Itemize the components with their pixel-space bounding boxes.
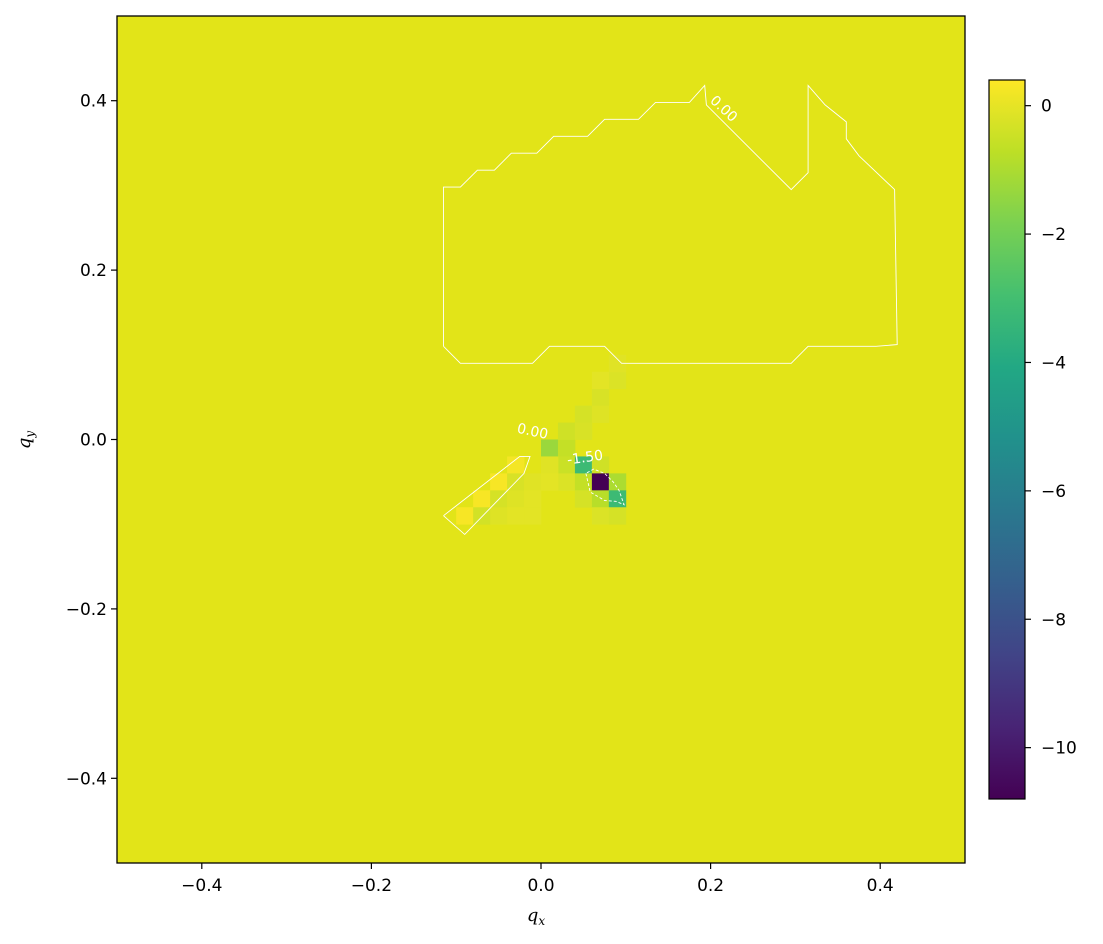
- heatmap-cell: [541, 456, 559, 474]
- x-axis-label-main: q: [527, 905, 539, 926]
- heatmap-cell: [574, 456, 593, 474]
- colorbar-frame: [988, 79, 1026, 800]
- contour-line: [443, 455, 531, 536]
- heatmap-cell: [490, 507, 508, 525]
- heatmap-cell: [591, 473, 610, 491]
- heatmap-cell: [524, 490, 542, 508]
- colorbar-tick-label: −6: [1041, 482, 1066, 502]
- contour-line: [443, 84, 898, 364]
- heatmap-cell: [524, 473, 542, 491]
- contour-label: -1.50: [566, 448, 604, 469]
- x-axis-label: qx: [527, 905, 546, 928]
- heatmap-cell: [557, 473, 576, 491]
- y-axis-label-sub: y: [23, 431, 37, 439]
- heatmap-cell: [608, 507, 627, 525]
- y-tick-label: −0.2: [66, 600, 107, 620]
- colorbar: 0 −2 −4 −6 −8 −10: [988, 79, 1077, 800]
- colorbar-tick-label: −8: [1041, 610, 1066, 630]
- colorbar-tick-label: −10: [1041, 739, 1077, 759]
- y-tick-label: 0.4: [80, 92, 107, 112]
- heatmap-cell: [591, 405, 610, 423]
- heatmap-cell: [591, 456, 610, 474]
- y-tick-label: 0.2: [80, 261, 107, 281]
- heatmap-cell: [574, 473, 593, 491]
- contour-label: 0.00: [516, 421, 550, 443]
- heatmap-cell: [507, 456, 525, 474]
- colorbar-tick-label: −2: [1041, 225, 1066, 245]
- colorbar-ticks: 0 −2 −4 −6 −8 −10: [1025, 97, 1077, 759]
- heatmap-cell: [574, 490, 593, 508]
- y-tick-label: 0.0: [80, 431, 107, 451]
- heatmap-cell: [591, 490, 610, 508]
- heatmap-cell: [490, 473, 508, 491]
- colorbar-tick-label: −4: [1041, 353, 1066, 373]
- heatmap-cell: [473, 490, 491, 508]
- heatmap-cell: [591, 371, 610, 390]
- heatmap-cell: [574, 405, 593, 423]
- heatmap-cell: [608, 473, 627, 491]
- heatmap-cell: [557, 439, 576, 457]
- x-tick-label: 0.0: [527, 876, 554, 896]
- colorbar-tick-label: 0: [1041, 97, 1052, 117]
- heatmap-cell: [591, 388, 610, 407]
- colorbar-fill: [989, 80, 1025, 799]
- heatmap-cell: [574, 422, 593, 440]
- contour-lines: [443, 84, 898, 536]
- heatmap-cell: [456, 507, 474, 525]
- heatmap-cell: [507, 490, 525, 508]
- heatmap-cell: [608, 354, 627, 373]
- heatmap-cell: [524, 507, 542, 525]
- heatmap-cell: [507, 507, 525, 525]
- x-tick-label: 0.2: [697, 876, 724, 896]
- y-tick-label: −0.4: [66, 769, 107, 789]
- heatmap-cell: [557, 456, 576, 474]
- y-axis-label: qy: [14, 431, 37, 450]
- heatmap-cell: [608, 371, 627, 390]
- contour-line: [585, 468, 625, 506]
- heatmap-cell: [591, 507, 610, 525]
- y-axis-label-main: q: [14, 438, 35, 450]
- x-axis: −0.4 −0.2 0.0 0.2 0.4: [181, 863, 894, 896]
- y-axis: −0.4 −0.2 0.0 0.2 0.4: [66, 92, 117, 789]
- x-tick-label: −0.2: [351, 876, 392, 896]
- heatmap-cell: [473, 507, 491, 525]
- x-tick-label: −0.4: [181, 876, 222, 896]
- heatmap-cell: [608, 490, 627, 508]
- heatmap-cell: [541, 473, 559, 491]
- x-tick-label: 0.4: [867, 876, 894, 896]
- heatmap-cell: [557, 422, 576, 440]
- heatmap-cell: [541, 439, 559, 457]
- x-axis-label-sub: x: [538, 914, 545, 928]
- plot-area: 0.000.00-1.50: [116, 15, 966, 864]
